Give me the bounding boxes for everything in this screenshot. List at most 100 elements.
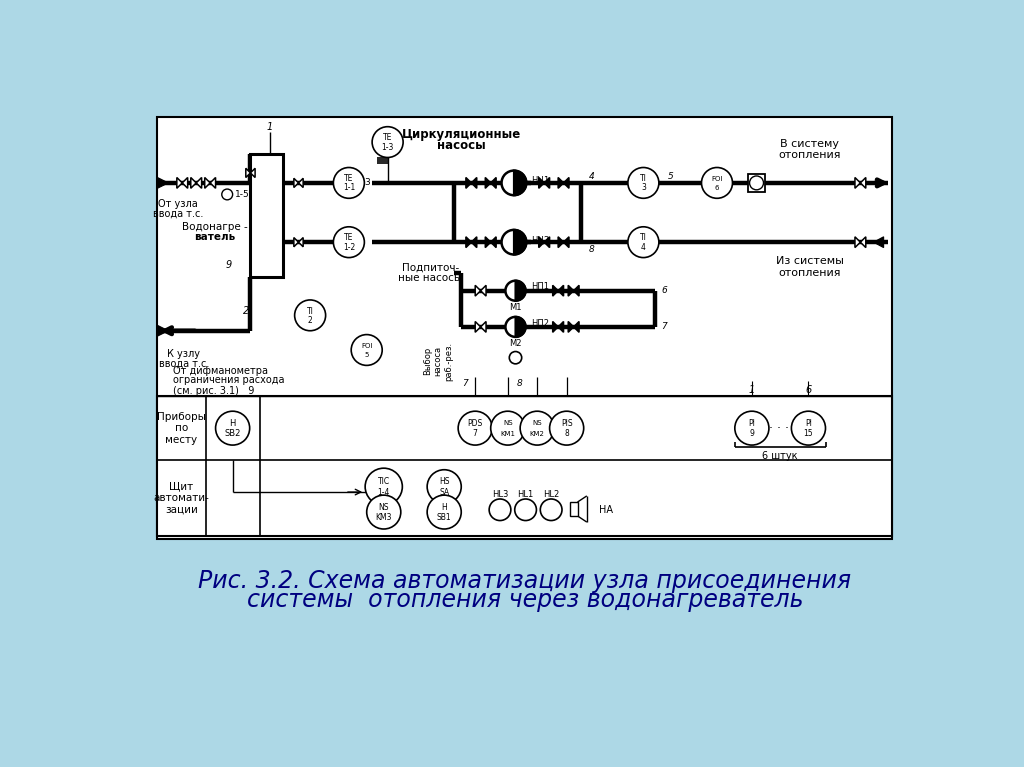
- Text: 8: 8: [564, 429, 569, 438]
- Polygon shape: [246, 168, 251, 177]
- Text: НП2: НП2: [531, 318, 549, 328]
- Text: От дифманометра: От дифманометра: [173, 366, 268, 376]
- Text: 8: 8: [516, 379, 522, 387]
- Text: 1: 1: [266, 123, 273, 133]
- Circle shape: [366, 468, 402, 505]
- Polygon shape: [299, 238, 303, 247]
- Text: 1-3: 1-3: [381, 143, 394, 152]
- Polygon shape: [294, 238, 299, 247]
- Text: · · ·: · · ·: [769, 422, 790, 435]
- Circle shape: [427, 469, 461, 504]
- Polygon shape: [294, 178, 299, 187]
- Circle shape: [334, 167, 365, 199]
- Text: системы  отопления через водонагреватель: системы отопления через водонагреватель: [247, 588, 803, 612]
- Circle shape: [792, 411, 825, 445]
- Text: HS: HS: [439, 477, 450, 486]
- Circle shape: [372, 127, 403, 157]
- Text: KM2: KM2: [529, 430, 545, 436]
- Circle shape: [515, 499, 537, 521]
- Text: SA: SA: [439, 488, 450, 496]
- Text: FOI: FOI: [361, 343, 373, 349]
- Circle shape: [295, 300, 326, 331]
- Text: NS: NS: [532, 420, 542, 426]
- Polygon shape: [158, 177, 168, 188]
- Text: Циркуляционные: Циркуляционные: [401, 128, 521, 141]
- Text: KM1: KM1: [501, 430, 515, 436]
- Text: TE: TE: [344, 174, 353, 183]
- Text: 3: 3: [641, 183, 646, 193]
- Text: H: H: [441, 503, 447, 512]
- Text: H: H: [229, 419, 236, 428]
- Polygon shape: [573, 321, 579, 332]
- Polygon shape: [490, 177, 496, 188]
- Text: 15: 15: [804, 429, 813, 438]
- Polygon shape: [485, 237, 490, 248]
- Text: 7: 7: [462, 379, 468, 387]
- Text: 9: 9: [225, 260, 231, 270]
- Polygon shape: [177, 177, 182, 188]
- Circle shape: [334, 227, 365, 258]
- Text: 8: 8: [589, 245, 594, 255]
- Text: ватель: ватель: [195, 232, 236, 242]
- Text: НА: НА: [599, 505, 613, 515]
- Text: 1-4: 1-4: [378, 488, 390, 497]
- Text: 6: 6: [662, 286, 667, 295]
- Circle shape: [502, 230, 526, 255]
- Text: Щит
автомати-
зации: Щит автомати- зации: [154, 482, 210, 515]
- Polygon shape: [299, 178, 303, 187]
- Text: 3: 3: [365, 179, 370, 187]
- Polygon shape: [563, 177, 569, 188]
- Text: 7: 7: [473, 429, 477, 438]
- Text: К узлу: К узлу: [167, 349, 201, 359]
- Text: PI: PI: [805, 419, 812, 428]
- Circle shape: [628, 167, 658, 199]
- Polygon shape: [553, 321, 558, 332]
- Text: От узла: От узла: [159, 199, 199, 209]
- Wedge shape: [514, 170, 526, 196]
- Polygon shape: [182, 177, 187, 188]
- Polygon shape: [197, 177, 202, 188]
- Polygon shape: [573, 285, 579, 296]
- Text: SB2: SB2: [224, 429, 241, 438]
- Text: отопления: отопления: [778, 268, 842, 278]
- Text: TE: TE: [344, 233, 353, 242]
- Polygon shape: [480, 321, 486, 332]
- Text: НП1: НП1: [531, 282, 549, 291]
- Circle shape: [427, 495, 461, 529]
- Polygon shape: [558, 321, 563, 332]
- Text: 6 штук: 6 штук: [762, 451, 798, 461]
- Polygon shape: [563, 237, 569, 248]
- Circle shape: [458, 411, 493, 445]
- Text: NS: NS: [503, 420, 513, 426]
- Text: М1: М1: [509, 303, 522, 312]
- Circle shape: [351, 334, 382, 365]
- Text: FOI: FOI: [712, 176, 723, 182]
- Polygon shape: [553, 285, 558, 296]
- Text: TI: TI: [306, 307, 313, 315]
- Polygon shape: [251, 168, 255, 177]
- Text: В систему: В систему: [780, 140, 840, 150]
- Bar: [158, 397, 892, 536]
- Circle shape: [701, 167, 732, 199]
- Text: HL2: HL2: [543, 490, 559, 499]
- Circle shape: [550, 411, 584, 445]
- Text: HL3: HL3: [492, 490, 508, 499]
- Text: отопления: отопления: [778, 150, 842, 160]
- Text: Выбор
насоса
раб.-рез.: Выбор насоса раб.-рез.: [423, 341, 453, 380]
- Text: PIS: PIS: [561, 419, 572, 428]
- Circle shape: [628, 227, 658, 258]
- Circle shape: [506, 317, 525, 337]
- Wedge shape: [515, 317, 525, 337]
- Text: (см. рис. 3.1)   9: (см. рис. 3.1) 9: [173, 386, 254, 396]
- Text: 1: 1: [749, 385, 755, 395]
- Text: 5: 5: [668, 173, 674, 181]
- Text: Подпиточ-: Подпиточ-: [401, 262, 459, 272]
- Text: HL1: HL1: [517, 490, 534, 499]
- Text: НЦ2: НЦ2: [531, 235, 549, 245]
- Circle shape: [735, 411, 769, 445]
- Text: 7: 7: [662, 322, 667, 331]
- Text: Рис. 3.2. Схема автоматизации узла присоединения: Рис. 3.2. Схема автоматизации узла присо…: [199, 569, 851, 593]
- Text: PDS: PDS: [468, 419, 483, 428]
- Text: Водонагре -: Водонагре -: [182, 222, 248, 232]
- Circle shape: [216, 411, 250, 445]
